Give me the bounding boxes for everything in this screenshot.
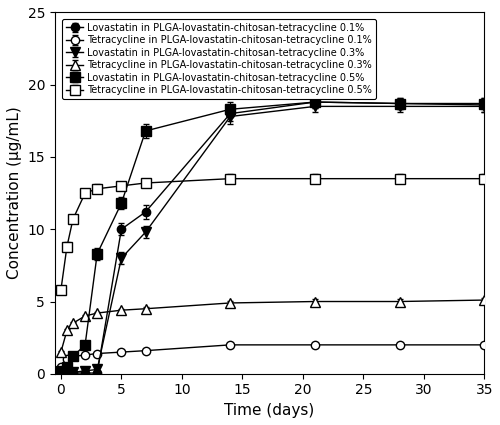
Y-axis label: Concentration (μg/mL): Concentration (μg/mL) <box>7 107 22 280</box>
X-axis label: Time (days): Time (days) <box>224 403 314 418</box>
Legend: Lovastatin in PLGA-lovastatin-chitosan-tetracycline 0.1%, Tetracycline in PLGA-l: Lovastatin in PLGA-lovastatin-chitosan-t… <box>62 19 376 99</box>
